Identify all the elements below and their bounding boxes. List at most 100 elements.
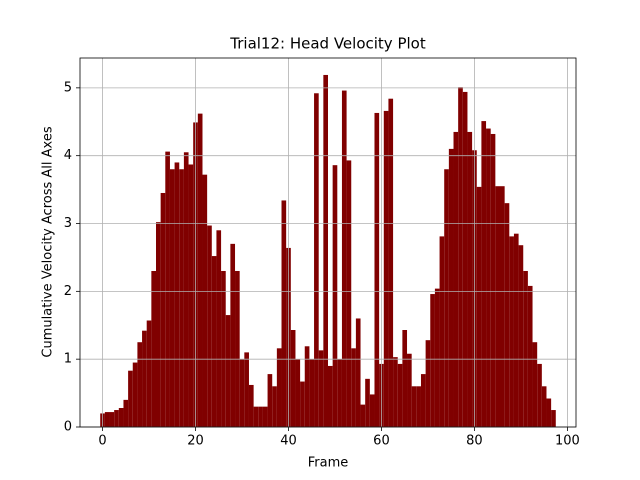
bar	[546, 398, 552, 427]
bar	[383, 110, 389, 428]
bar	[541, 386, 547, 427]
bar	[513, 233, 519, 427]
bar	[430, 294, 435, 427]
bar	[211, 256, 217, 427]
bar	[188, 164, 194, 427]
y-tick-label: 0	[64, 420, 72, 435]
bar	[551, 410, 556, 427]
bar	[114, 410, 119, 427]
bar	[165, 151, 170, 427]
bar	[490, 133, 496, 427]
y-tick-label: 3	[64, 216, 72, 231]
x-axis-label: Frame	[308, 456, 349, 471]
bar	[104, 412, 110, 427]
y-tick-label: 4	[64, 148, 72, 163]
bar	[169, 169, 175, 427]
bar	[216, 230, 222, 427]
bar	[444, 169, 449, 427]
y-tick-label: 1	[64, 352, 72, 367]
bar	[230, 243, 236, 427]
bar	[272, 386, 277, 427]
y-tick-label: 5	[64, 80, 72, 95]
bar	[225, 315, 231, 427]
bar	[258, 406, 263, 427]
bar	[244, 352, 249, 427]
bar	[462, 91, 468, 428]
bar	[267, 374, 273, 427]
bar	[132, 362, 138, 427]
bar	[360, 404, 366, 427]
bar	[295, 359, 301, 427]
bar	[337, 359, 342, 427]
bar	[276, 348, 282, 427]
bar	[499, 186, 505, 427]
bar	[109, 412, 115, 427]
bar	[142, 330, 147, 427]
bar	[328, 365, 333, 427]
bar	[318, 350, 324, 427]
bar	[253, 406, 259, 427]
x-tick-label: 0	[98, 434, 106, 449]
bar	[128, 370, 133, 427]
bar	[281, 200, 287, 427]
bar	[341, 90, 347, 427]
bar	[476, 186, 482, 427]
x-tick-label: 100	[555, 434, 580, 449]
bar	[397, 363, 403, 427]
bar	[369, 394, 375, 427]
bar	[425, 340, 431, 427]
bar	[374, 112, 380, 427]
bar	[248, 384, 254, 427]
y-tick-label: 2	[64, 284, 72, 299]
chart-title: Trial12: Head Velocity Plot	[229, 35, 426, 53]
bar	[458, 87, 463, 427]
x-tick-label: 20	[187, 434, 204, 449]
x-tick-label: 80	[466, 434, 483, 449]
bar	[262, 406, 268, 427]
bar	[355, 318, 361, 427]
bar	[207, 225, 212, 427]
bar	[332, 165, 338, 427]
bar	[453, 131, 459, 427]
bar	[183, 152, 189, 428]
bar	[151, 270, 157, 427]
bar	[439, 236, 445, 427]
plot-frame	[79, 57, 577, 428]
bar	[300, 381, 305, 427]
bar	[393, 357, 398, 427]
bar	[123, 399, 129, 427]
bar	[351, 348, 356, 427]
x-tick-label: 60	[373, 434, 390, 449]
bar	[532, 342, 538, 427]
bar	[346, 160, 352, 428]
plot-area: 0 20 40 60 80 100 0 1 2 3 4 5	[64, 57, 580, 449]
bar	[174, 162, 180, 427]
bar	[509, 236, 514, 427]
bar	[523, 270, 528, 427]
bar	[156, 222, 161, 427]
bar	[537, 363, 542, 427]
bar	[179, 169, 184, 427]
bar	[202, 174, 208, 427]
bar	[486, 128, 491, 427]
bar	[402, 330, 408, 427]
bar	[137, 342, 143, 427]
bar	[146, 320, 152, 427]
x-tick-label: 40	[280, 434, 297, 449]
bar	[160, 192, 166, 427]
bar	[197, 113, 203, 427]
bar	[314, 93, 319, 427]
bar	[118, 408, 124, 427]
bar	[448, 148, 454, 428]
bar	[518, 245, 524, 427]
bar	[239, 359, 245, 427]
bar	[304, 346, 310, 427]
bar	[467, 131, 473, 427]
bar	[504, 203, 510, 427]
bar	[407, 353, 412, 427]
y-axis-label: Cumulative Velocity Across All Axes	[41, 126, 56, 357]
bar	[221, 270, 226, 427]
bar	[481, 121, 487, 428]
bar	[434, 288, 440, 427]
